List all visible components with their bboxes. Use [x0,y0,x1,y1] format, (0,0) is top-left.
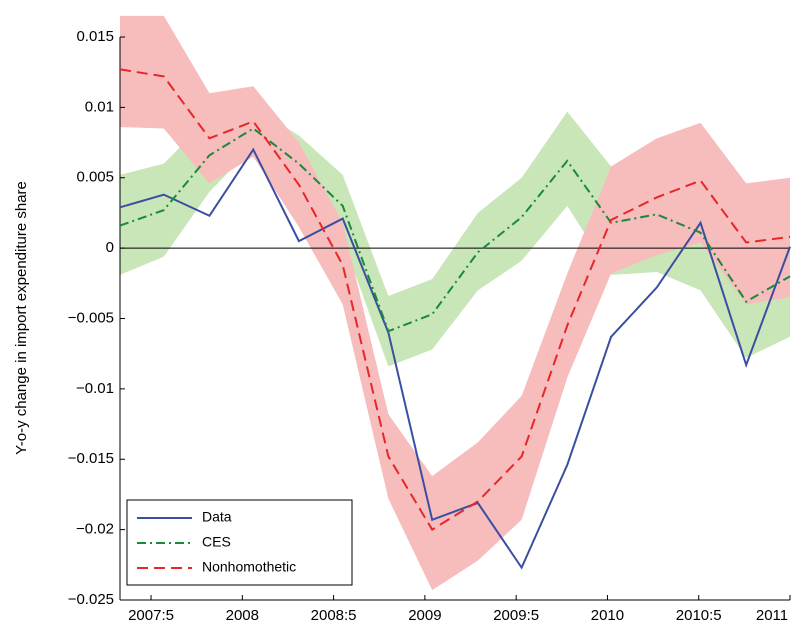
y-tick-label: −0.02 [76,521,114,538]
series-line [119,127,791,333]
y-tick-label: 0 [106,239,114,256]
legend-label: Data [202,509,232,525]
y-tick-label: 0.005 [76,169,114,186]
x-tick-label: 2010:5 [676,607,722,624]
y-tick-label: −0.015 [68,450,114,467]
legend-label: CES [202,534,231,550]
legend-label: Nonhomothetic [202,559,296,575]
y-tick-label: −0.005 [68,309,114,326]
y-tick-label: 0.01 [85,98,114,115]
x-tick-label: 2008 [226,607,259,624]
y-tick-label: −0.025 [68,591,114,608]
x-tick-label: 2008:5 [311,607,357,624]
x-tick-label: 2009:5 [493,607,539,624]
y-tick-label: 0.015 [76,28,114,45]
y-tick-label: −0.01 [76,380,114,397]
series-line [119,68,791,532]
x-tick-label: 2009 [408,607,441,624]
y-axis-label: Y-o-y change in import expenditure share [13,181,30,455]
confidence-band [120,15,790,591]
x-tick-label: 2007:5 [128,607,174,624]
x-tick-label: 2010 [591,607,624,624]
series-line [119,147,791,570]
x-tick-label: 2011 [756,607,788,624]
